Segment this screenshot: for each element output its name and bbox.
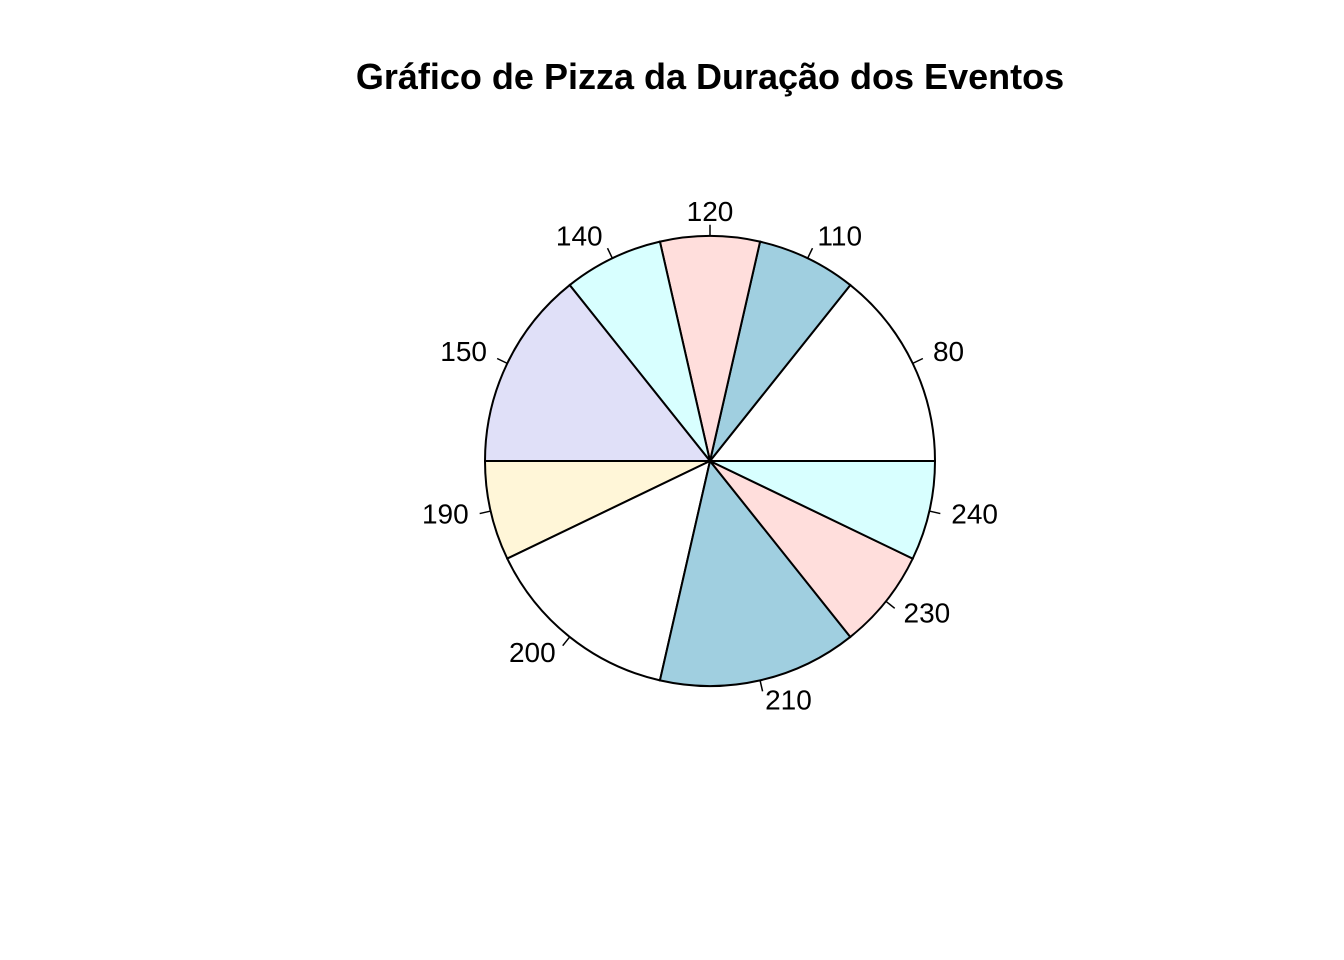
pie-tick-110 [806,247,814,259]
pie-label-150: 150 [440,336,487,367]
pie-slice-230 [709,460,915,639]
pie-label-80: 80 [933,336,964,367]
pie-tick-140 [606,247,614,259]
pie-slice-80 [707,283,937,462]
pie-tick-200 [562,636,571,647]
pie-label-120: 120 [687,196,734,227]
pie-label-230: 230 [904,598,951,629]
pie-slice-150 [483,283,713,462]
chart-title: Gráfico de Pizza da Duração dos Eventos [355,56,1065,97]
pie-tick-230 [885,600,896,609]
pie-slice-190 [483,460,711,560]
pie-tick-240 [929,510,941,515]
pie-slice-140 [568,240,711,462]
pie-label-240: 240 [951,498,998,529]
pie-label-200: 200 [509,637,556,668]
pie-tick-80 [912,357,924,365]
pie-label-140: 140 [556,220,603,251]
pie-label-190: 190 [422,498,469,529]
pie-tick-150 [496,357,508,365]
pie-tick-190 [479,510,491,515]
pie-slice-200 [505,459,712,682]
pie-tick-210 [759,680,764,692]
pie-label-110: 110 [817,220,862,251]
pie-slice-110 [709,240,852,462]
pie-slice-210 [658,458,852,687]
pie-label-210: 210 [765,685,812,716]
pie-slice-240 [709,460,937,560]
pie-slice-120 [658,235,762,462]
